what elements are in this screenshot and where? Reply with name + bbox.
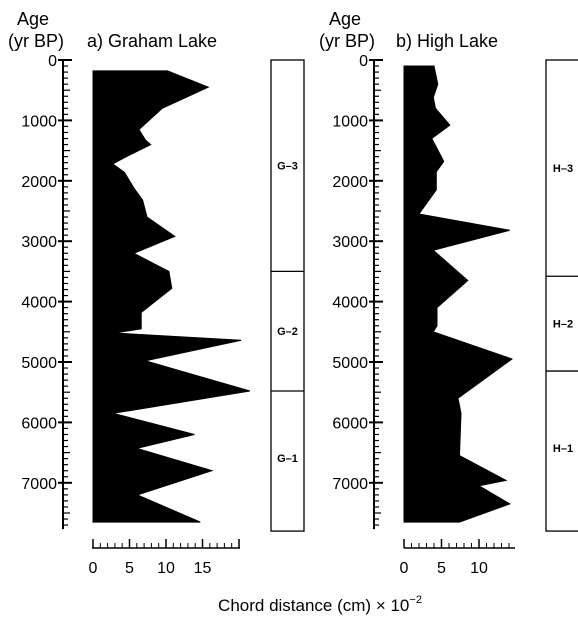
chart-title: a) Graham Lake — [87, 31, 217, 51]
x-tick-label: 5 — [437, 560, 446, 577]
zone-column: H–3 H–2 H–1 — [545, 59, 578, 532]
y-axis-title-line2: (yr BP) — [8, 31, 64, 51]
x-tick-label: 0 — [89, 560, 98, 577]
y-tick-label: 7000 — [21, 476, 57, 493]
y-tick-label: 7000 — [332, 476, 368, 493]
x-tick-label: 0 — [400, 560, 409, 577]
y-tick-label: 5000 — [332, 355, 368, 372]
y-tick-label: 5000 — [21, 355, 57, 372]
zone-label: G–3 — [277, 161, 298, 173]
chord-distance-area — [92, 70, 251, 523]
y-tick-label: 0 — [359, 53, 368, 70]
zone-column: G–3 G–2 G–1 — [270, 59, 305, 532]
y-tick-label: 4000 — [21, 295, 57, 312]
y-tick-label: 6000 — [21, 415, 57, 432]
y-tick-label: 4000 — [332, 295, 368, 312]
chord-distance-series — [92, 70, 251, 523]
x-tick-label: 10 — [470, 560, 488, 577]
chart-title: b) High Lake — [396, 31, 498, 51]
x-axis-label: Chord distance (cm) × 10−2 — [218, 594, 422, 615]
y-tick-label: 0 — [48, 53, 57, 70]
x-tick-label: 5 — [125, 560, 134, 577]
y-tick-label: 1000 — [21, 113, 57, 130]
y-tick-label: 3000 — [21, 234, 57, 251]
x-axis: 0 5 10 15 — [89, 539, 240, 577]
y-tick-label: 2000 — [21, 174, 57, 191]
y-tick-label: 2000 — [332, 174, 368, 191]
zone-label: H–1 — [553, 443, 573, 455]
panel-graham-lake: Age (yr BP) a) Graham Lake 0 1000 2000 3000… — [8, 9, 305, 577]
y-tick-label: 1000 — [332, 113, 368, 130]
zone-label: H–2 — [553, 319, 573, 331]
y-axis: 0 1000 2000 3000 4000 5000 6000 7000 — [332, 53, 383, 530]
y-axis-title-line1: Age — [17, 9, 49, 29]
zone-column-frame — [270, 59, 305, 532]
y-axis: 0 1000 2000 3000 4000 5000 6000 7000 — [21, 53, 72, 530]
x-tick-label: 10 — [157, 560, 175, 577]
chord-distance-series — [403, 65, 514, 523]
y-axis-title-line1: Age — [329, 9, 361, 29]
chord-distance-area — [403, 65, 514, 523]
zone-column-frame — [545, 59, 578, 532]
panel-high-lake: Age (yr BP) b) High Lake 0 1000 2000 3000 40… — [319, 9, 578, 577]
y-axis-title-line2: (yr BP) — [319, 31, 375, 51]
zone-label: H–3 — [553, 163, 573, 175]
x-tick-label: 15 — [194, 560, 212, 577]
zone-label: G–1 — [277, 453, 298, 465]
y-tick-label: 3000 — [332, 234, 368, 251]
x-axis: 0 5 10 — [400, 539, 515, 577]
zone-label: G–2 — [277, 326, 298, 338]
y-tick-label: 6000 — [332, 415, 368, 432]
